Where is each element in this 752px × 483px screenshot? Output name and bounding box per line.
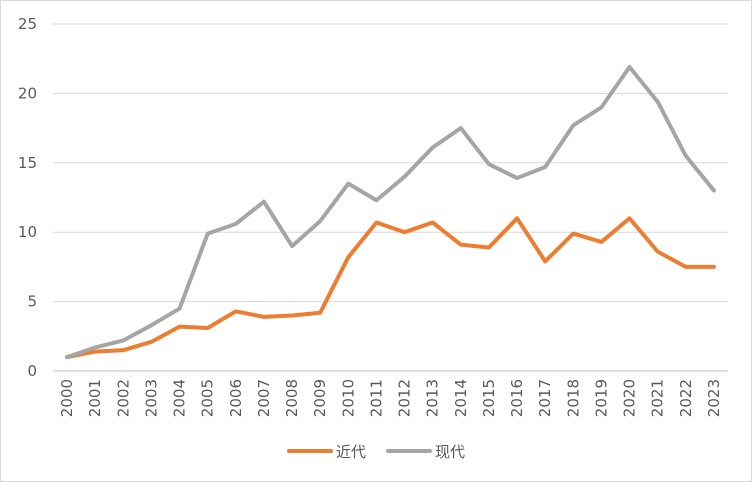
x-tick-label: 2006 xyxy=(227,379,245,417)
x-tick-label: 2010 xyxy=(339,379,357,417)
x-tick-label: 2011 xyxy=(367,379,385,417)
y-tick-label: 20 xyxy=(18,84,37,102)
x-tick-label: 2023 xyxy=(705,379,723,417)
y-tick-label: 0 xyxy=(27,362,37,380)
x-axis-tick-labels: 2000 2001 2002 2003 2004 2005 2006 2007 2008 2009… xyxy=(58,379,723,417)
x-tick-label: 2017 xyxy=(536,379,554,417)
legend-label: 现代 xyxy=(435,443,465,461)
legend-label: 近代 xyxy=(336,443,366,461)
x-tick-label: 2019 xyxy=(592,379,610,417)
series-lines xyxy=(65,65,716,360)
x-tick-label: 2015 xyxy=(480,379,498,417)
y-axis-tick-labels: 0 5 10 15 20 25 xyxy=(18,15,37,380)
x-tick-label: 2012 xyxy=(396,379,414,417)
gridlines xyxy=(53,23,728,303)
y-tick-label: 15 xyxy=(18,154,37,172)
x-tick-label: 2004 xyxy=(171,379,189,417)
x-tick-label: 2014 xyxy=(452,379,470,417)
x-tick-label: 2002 xyxy=(114,379,132,417)
x-tick-label: 2008 xyxy=(283,379,301,417)
y-tick-label: 25 xyxy=(18,15,37,33)
x-tick-label: 2018 xyxy=(564,379,582,417)
series-line-2 xyxy=(65,65,716,360)
x-tick-label: 2000 xyxy=(58,379,76,417)
x-tick-label: 2003 xyxy=(142,379,160,417)
series-line-1 xyxy=(65,216,716,360)
x-tick-label: 2021 xyxy=(649,379,667,417)
legend: 近代 现代 xyxy=(287,443,465,461)
x-tick-label: 2009 xyxy=(311,379,329,417)
x-tick-label: 2007 xyxy=(255,379,273,417)
x-tick-label: 2016 xyxy=(508,379,526,417)
y-tick-label: 5 xyxy=(27,293,37,311)
x-tick-label: 2020 xyxy=(621,379,639,417)
x-tick-label: 2005 xyxy=(199,379,217,417)
x-tick-label: 2001 xyxy=(86,379,104,417)
x-tick-label: 2013 xyxy=(424,379,442,417)
y-tick-label: 10 xyxy=(18,223,37,241)
x-tick-label: 2022 xyxy=(677,379,695,417)
